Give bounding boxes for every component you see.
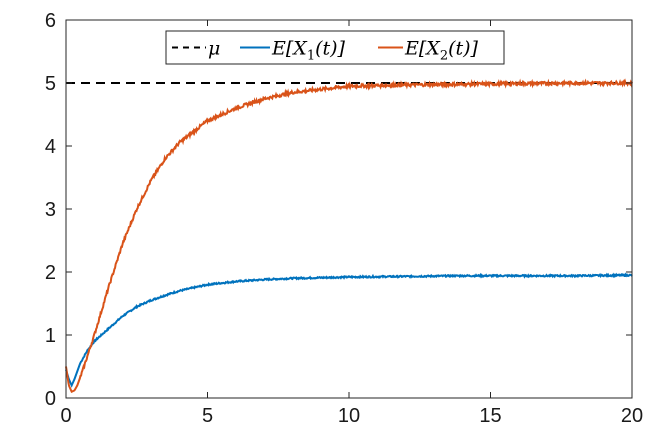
series-line-2 — [65, 78, 633, 394]
y-tick-label: 4 — [45, 136, 56, 158]
ticks-layer: 0 5 10 15 20 0 1 2 3 4 5 6 — [45, 10, 643, 427]
x-tick-label: 5 — [202, 405, 213, 427]
legend: μ E[X1(t)] E[X2(t)] — [165, 30, 505, 65]
y-tick-label: 5 — [45, 73, 56, 95]
legend-label-2: E[X2(t)] — [404, 38, 479, 64]
x-tick-label: 10 — [338, 405, 360, 427]
series-layer — [65, 78, 633, 394]
x-tick-label: 0 — [60, 405, 71, 427]
y-tick-label: 1 — [45, 325, 56, 347]
legend-box — [165, 30, 505, 65]
axes-box — [65, 19, 633, 399]
y-tick-label: 2 — [45, 262, 56, 284]
series-line-1 — [65, 272, 633, 388]
y-tick-label: 3 — [45, 199, 56, 221]
y-tick-label: 0 — [45, 388, 56, 410]
x-tick-label: 15 — [479, 405, 501, 427]
x-tick-label: 20 — [621, 405, 643, 427]
y-tick-label: 6 — [45, 10, 56, 32]
legend-label-0: μ — [208, 38, 220, 60]
legend-label-1: E[X1(t)] — [271, 38, 346, 64]
